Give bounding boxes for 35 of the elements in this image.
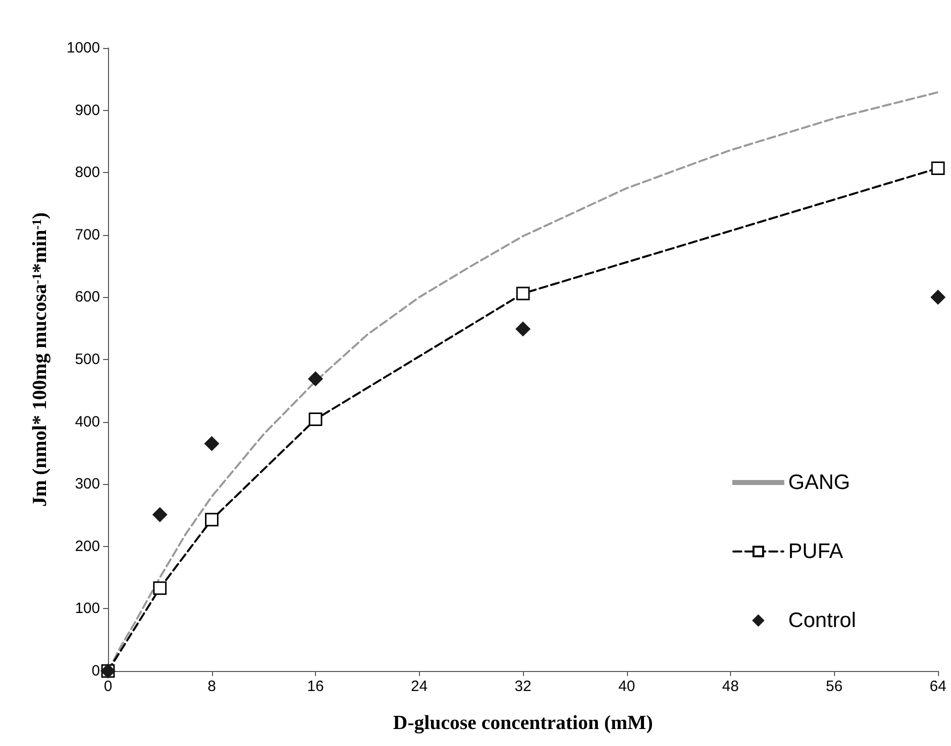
point	[516, 322, 530, 336]
x-tick-label: 24	[410, 678, 428, 695]
point	[930, 290, 946, 304]
y-tick-label: 1000	[66, 40, 100, 56]
x-tick-label: 48	[722, 678, 739, 695]
x-axis-title: D-glucose concentration (mM)	[393, 712, 653, 734]
y-tick-label: 400	[74, 413, 100, 430]
legend-label: PUFA	[788, 540, 844, 563]
point	[153, 581, 167, 595]
y-axis-title: Jm (nmol* 100mg mucosa-1*min-1)	[29, 212, 51, 507]
x-tick-label: 64	[930, 678, 946, 695]
y-tick-label: 600	[74, 288, 100, 306]
point	[152, 507, 168, 522]
y-tick-label: 500	[74, 351, 100, 368]
y-tick-label: 200	[74, 538, 100, 555]
x-tick-label: 8	[208, 678, 216, 695]
y-tick-label: 300	[74, 476, 100, 493]
point	[931, 161, 945, 175]
point	[308, 412, 322, 426]
y-tick-label: 100	[74, 600, 100, 618]
y-tick-label: 0	[92, 662, 100, 680]
point	[308, 372, 323, 386]
y-tick-label: 800	[74, 164, 100, 182]
point	[204, 436, 219, 451]
x-tick-label: 0	[104, 678, 112, 695]
legend-label: GANG	[788, 471, 850, 494]
legend-label: Control	[788, 609, 856, 632]
x-tick-label: 56	[826, 678, 843, 695]
x-tick-label: 16	[307, 678, 324, 695]
x-tick-label: 32	[514, 678, 532, 695]
x-tick-label: 40	[618, 678, 636, 695]
y-tick-label: 900	[74, 102, 100, 119]
y-tick-label: 700	[74, 226, 100, 244]
point	[205, 512, 218, 526]
point	[516, 286, 530, 300]
